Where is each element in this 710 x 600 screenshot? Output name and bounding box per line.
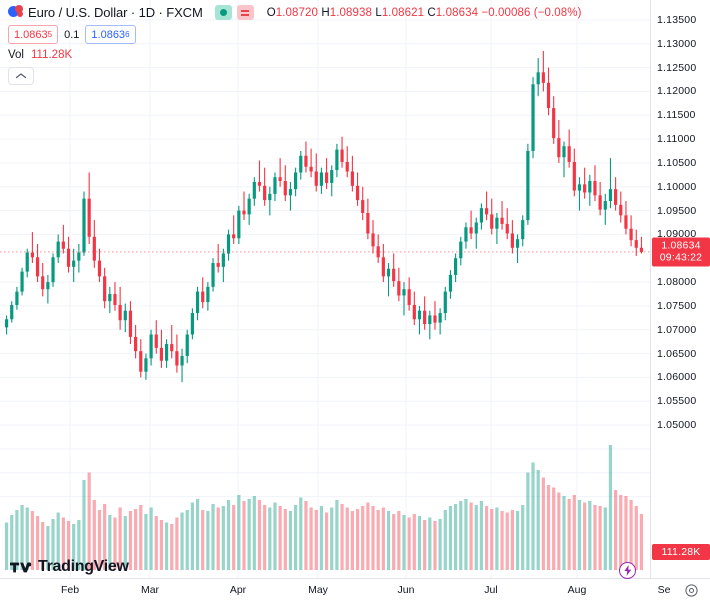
time-axis[interactable]: Feb Mar Apr May Jun Jul Aug Se: [0, 578, 710, 600]
price-tick: 1.13500: [657, 13, 697, 26]
lightning-bolt-glyph: [623, 565, 631, 576]
price-tick: 1.10000: [657, 180, 697, 193]
price-line-overlay: [0, 251, 650, 253]
price-tick: 1.07500: [657, 299, 697, 312]
price-tick: 1.08000: [657, 276, 697, 289]
time-tick: Mar: [140, 584, 160, 596]
volume-badge[interactable]: 111.28K: [652, 544, 710, 560]
price-tick: 1.12000: [657, 85, 697, 98]
chevron-up-icon[interactable]: [8, 67, 34, 85]
candlestick-series: [4, 50, 644, 570]
price-tick: 1.06500: [657, 347, 697, 360]
crosshair-target-icon[interactable]: [685, 584, 698, 597]
time-tick: Apr: [229, 584, 247, 596]
time-tick: Aug: [567, 584, 587, 596]
chart-plot-area[interactable]: [0, 0, 650, 578]
price-tick: 1.09500: [657, 204, 697, 217]
current-price-badge[interactable]: 1.08634 09:43:22: [652, 237, 710, 267]
price-tick: 1.06000: [657, 371, 697, 384]
price-tick: 1.10500: [657, 156, 697, 169]
time-tick: Feb: [60, 584, 80, 596]
chevron-up-glyph: [15, 73, 27, 79]
price-tick: 1.13000: [657, 37, 697, 50]
time-tick: Jul: [484, 584, 498, 596]
price-tick: 1.11000: [657, 133, 696, 146]
price-tick: 1.05000: [657, 419, 697, 432]
price-tick: 1.07000: [657, 323, 697, 336]
price-axis[interactable]: 1.13500 1.13000 1.12500 1.12000 1.11500 1.110…: [650, 0, 710, 578]
chart-grid: [0, 0, 650, 578]
time-tick: May: [308, 584, 328, 596]
time-tick: Se: [657, 584, 671, 596]
price-tick: 1.05500: [657, 395, 697, 408]
price-tick: 1.11500: [657, 109, 696, 122]
time-tick: Jun: [397, 584, 415, 596]
lightning-bolt-icon[interactable]: [619, 562, 636, 579]
price-tick: 1.12500: [657, 61, 697, 74]
current-price-time: 09:43:22: [659, 251, 703, 264]
current-price-value: 1.08634: [661, 239, 701, 252]
